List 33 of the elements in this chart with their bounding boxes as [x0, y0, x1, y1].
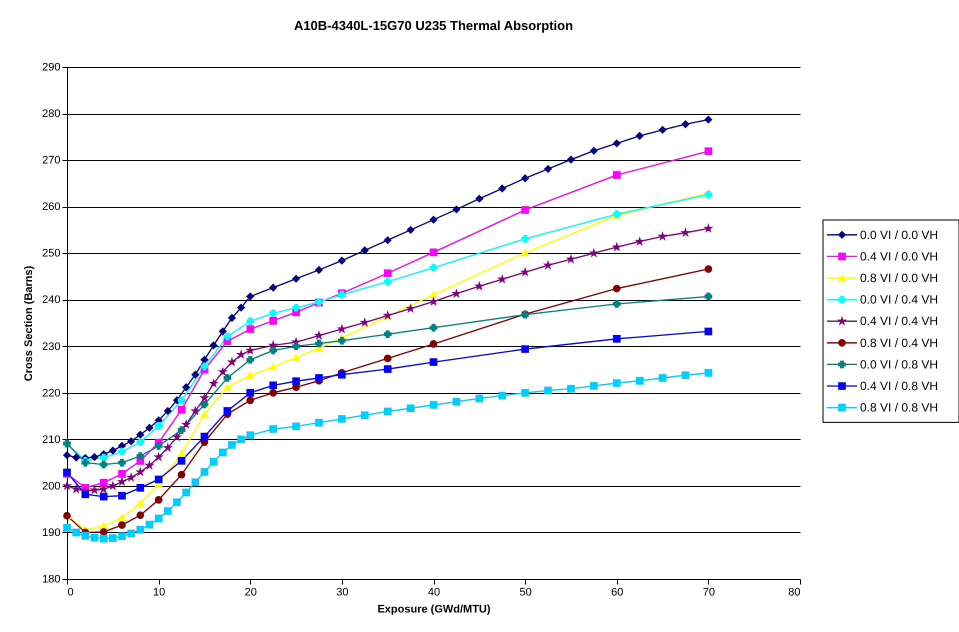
legend-label: 0.0 VI / 0.4 VH [860, 292, 938, 307]
legend-label: 0.8 VI / 0.8 VH [860, 400, 938, 415]
x-tick-label: 80 [788, 586, 800, 598]
x-tick-label: 0 [68, 586, 74, 598]
legend-label: 0.8 VI / 0.4 VH [860, 336, 938, 350]
y-tick-label: 280 [42, 108, 60, 120]
y-tick-label: 180 [42, 574, 60, 586]
y-tick-label: 200 [42, 480, 60, 492]
legend-label: 0.4 VI / 0.0 VH [860, 249, 938, 264]
legend-label: 0.0 VI / 0.8 VH [860, 357, 938, 372]
chart-title: A10B-4340L-15G70 U235 Thermal Absorption [294, 18, 574, 33]
legend-label: 0.4 VI / 0.4 VH [860, 314, 938, 328]
y-axis-title: Cross Section (Barns) [23, 265, 36, 382]
y-tick-label: 270 [42, 154, 60, 167]
y-tick-label: 240 [42, 294, 60, 306]
legend-label: 0.8 VI / 0.0 VH [860, 271, 938, 285]
y-tick-label: 220 [42, 387, 60, 400]
y-tick-label: 290 [42, 62, 60, 74]
x-tick-label: 60 [611, 586, 624, 598]
y-tick-label: 210 [42, 434, 60, 446]
legend-label: 0.0 VI / 0.0 VH [860, 228, 938, 242]
y-tick-label: 230 [42, 340, 60, 353]
y-tick-label: 190 [42, 526, 60, 539]
y-tick-label: 260 [42, 201, 60, 214]
legend-label: 0.4 VI / 0.8 VH [860, 379, 938, 393]
x-tick-label: 40 [428, 586, 440, 598]
x-tick-label: 30 [336, 586, 348, 598]
x-tick-label: 70 [702, 586, 715, 598]
y-tick-label: 250 [42, 248, 60, 260]
x-axis-title: Exposure (GWd/MTU) [377, 604, 491, 616]
x-tick-label: 10 [153, 586, 166, 598]
x-tick-label: 20 [244, 586, 257, 598]
x-tick-label: 50 [520, 586, 532, 598]
